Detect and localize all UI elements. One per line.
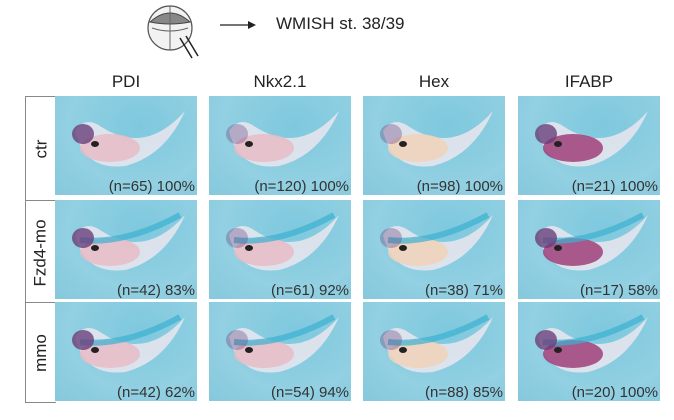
embryo-image: (n=38) 71% — [363, 200, 505, 299]
row-label: ctr — [25, 96, 56, 201]
sample-count: (n=20) 100% — [571, 384, 658, 401]
right-arrow-icon — [220, 21, 256, 29]
sample-count: (n=120) 100% — [254, 178, 349, 195]
embryo-image: (n=88) 85% — [363, 302, 505, 401]
embryo-image: (n=42) 83% — [55, 200, 197, 299]
row-label-text: Fzd4-mo — [31, 218, 51, 287]
sample-count: (n=42) 62% — [117, 384, 195, 401]
embryo-image: (n=17) 58% — [518, 200, 660, 299]
embryo-image: (n=54) 94% — [209, 302, 351, 401]
sample-count: (n=65) 100% — [108, 178, 195, 195]
embryo-image: (n=42) 62% — [55, 302, 197, 401]
row-label-text: mmo — [31, 333, 50, 372]
row-label: Fzd4-mo — [25, 200, 56, 305]
column-header: IFABP — [564, 72, 614, 91]
row-label: mmo — [25, 302, 56, 403]
embryo-image: (n=21) 100% — [518, 96, 660, 195]
column-header: PDI — [111, 72, 141, 91]
embryo-image: (n=20) 100% — [518, 302, 660, 401]
embryo-image: (n=65) 100% — [55, 96, 197, 195]
column-header: Nkx2.1 — [253, 72, 307, 91]
figure-title: WMISH st. 38/39 — [276, 14, 405, 33]
injected-embryo-icon — [147, 5, 199, 59]
sample-count: (n=54) 94% — [271, 384, 349, 401]
embryo-image: (n=120) 100% — [209, 96, 351, 195]
sample-count: (n=21) 100% — [571, 178, 658, 195]
sample-count: (n=61) 92% — [271, 282, 349, 299]
embryo-image: (n=98) 100% — [363, 96, 505, 195]
column-header: Hex — [418, 72, 450, 91]
sample-count: (n=38) 71% — [425, 282, 503, 299]
embryo-image: (n=61) 92% — [209, 200, 351, 299]
row-label-text: ctr — [30, 139, 50, 158]
sample-count: (n=98) 100% — [416, 178, 503, 195]
sample-count: (n=17) 58% — [580, 282, 658, 299]
sample-count: (n=88) 85% — [425, 384, 503, 401]
sample-count: (n=42) 83% — [117, 282, 195, 299]
